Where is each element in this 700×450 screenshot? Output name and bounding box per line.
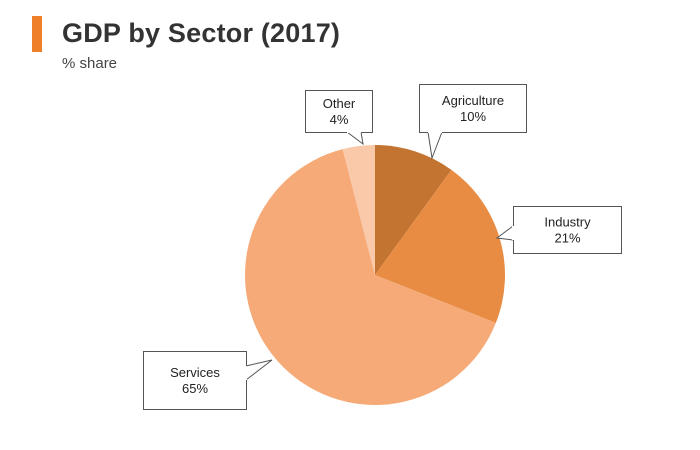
pie-slice-industry [375, 169, 506, 323]
callout-box [305, 90, 373, 133]
callout-box [513, 206, 622, 254]
callout-pointer [495, 225, 514, 241]
callout-label: Industry [544, 215, 591, 230]
callout-pointer [427, 131, 443, 160]
callout-value: 10% [460, 109, 486, 124]
callout-label: Agriculture [442, 93, 504, 108]
callout-label: Other [323, 96, 356, 111]
callout-value: 4% [330, 112, 349, 127]
chart-title: GDP by Sector (2017) [62, 18, 341, 48]
callout-value: 65% [182, 381, 208, 396]
pie-slice-agriculture [375, 145, 452, 275]
title-accent-bar [32, 16, 42, 52]
chart-subtitle: % share [62, 55, 118, 72]
callout-box [419, 84, 527, 133]
callout-box [143, 351, 247, 410]
callout-pointer [245, 359, 273, 381]
callout-label: Services [170, 365, 220, 380]
callout-value: 21% [554, 231, 580, 246]
pie-slice-services [245, 149, 496, 405]
callout-pointer [346, 131, 364, 146]
pie-slice-other [342, 145, 375, 275]
